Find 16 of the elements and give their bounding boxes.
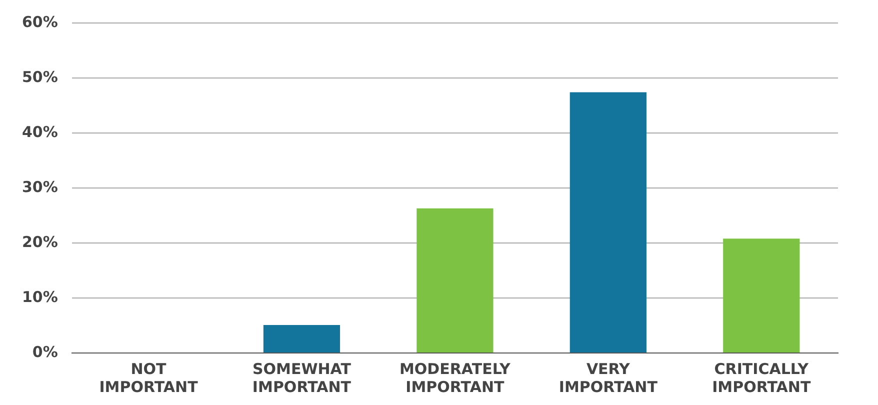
bar — [263, 324, 340, 352]
bar — [416, 208, 494, 352]
x-tick-label: MODERATELY IMPORTANT — [399, 360, 512, 396]
x-tick-label: CRITICALLY IMPORTANT — [712, 360, 812, 396]
bar — [723, 238, 800, 352]
y-tick-label: 10% — [22, 288, 58, 306]
y-tick-label: 20% — [22, 232, 58, 251]
y-tick-label: 40% — [22, 122, 58, 141]
y-tick-label: 50% — [22, 68, 58, 86]
x-tick-label: VERY IMPORTANT — [558, 360, 658, 396]
y-tick-label: 0% — [32, 342, 58, 361]
bar — [570, 92, 646, 352]
x-tick-label: NOT IMPORTANT — [99, 360, 199, 396]
y-tick-label: 30% — [22, 178, 58, 196]
x-tick-label: SOMEWHAT IMPORTANT — [252, 360, 352, 396]
y-tick-label: 60% — [22, 12, 58, 31]
